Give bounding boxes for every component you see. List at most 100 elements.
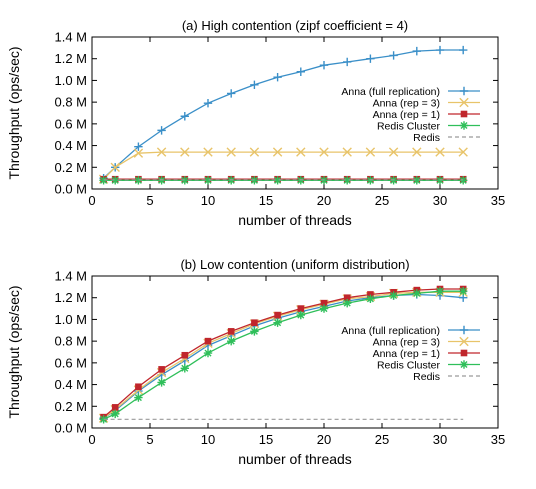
data-point bbox=[273, 176, 282, 185]
data-point bbox=[111, 404, 119, 411]
x-tick-label: 30 bbox=[433, 432, 447, 447]
data-point bbox=[110, 162, 120, 172]
data-point bbox=[412, 289, 421, 298]
series-redis-cluster bbox=[99, 287, 468, 424]
data-point bbox=[250, 80, 259, 89]
x-tick-label: 5 bbox=[146, 193, 153, 208]
x-tick-label: 0 bbox=[88, 193, 95, 208]
data-point bbox=[227, 89, 236, 98]
x-tick-label: 0 bbox=[88, 432, 95, 447]
y-tick-label: 0.6 M bbox=[54, 355, 87, 370]
data-point bbox=[111, 176, 120, 185]
legend-entry: Anna (full replication) bbox=[341, 325, 480, 337]
y-tick-label: 1.2 M bbox=[54, 290, 87, 305]
data-point bbox=[297, 305, 305, 312]
y-tick-label: 1.4 M bbox=[54, 269, 87, 284]
legend-marker bbox=[460, 110, 468, 118]
legend-entry: Redis bbox=[413, 132, 480, 144]
legend-label: Anna (rep = 1) bbox=[373, 348, 440, 360]
x-tick-label: 20 bbox=[317, 432, 331, 447]
legend-entry: Anna (rep = 3) bbox=[373, 98, 480, 110]
x-axis-label: number of threads bbox=[238, 451, 352, 467]
x-tick-label: 30 bbox=[433, 193, 447, 208]
data-point bbox=[157, 126, 166, 135]
data-point bbox=[156, 147, 167, 157]
x-tick-label: 35 bbox=[491, 432, 505, 447]
data-point bbox=[389, 51, 398, 60]
data-point bbox=[365, 147, 376, 157]
x-tick-label: 25 bbox=[375, 193, 389, 208]
data-point bbox=[203, 147, 213, 157]
legend-marker bbox=[459, 325, 469, 335]
legend-label: Anna (rep = 1) bbox=[373, 109, 440, 121]
legend-marker bbox=[459, 336, 469, 347]
legend-entry: Redis Cluster bbox=[377, 121, 480, 133]
series-anna-rep-3 bbox=[98, 147, 468, 184]
y-tick-label: 0.0 M bbox=[54, 182, 87, 197]
data-point bbox=[180, 364, 189, 373]
data-point bbox=[273, 72, 282, 82]
data-point bbox=[203, 176, 213, 185]
legend-marker bbox=[459, 97, 469, 108]
legend-marker bbox=[459, 360, 469, 369]
chart-title: (b) Low contention (uniform distribution… bbox=[180, 257, 409, 272]
legend-label: Anna (rep = 3) bbox=[373, 337, 440, 349]
y-tick-label: 0.4 M bbox=[54, 377, 87, 392]
data-point bbox=[203, 348, 213, 358]
legend-entry: Anna (rep = 3) bbox=[373, 337, 480, 349]
data-point bbox=[343, 298, 352, 308]
data-point bbox=[435, 287, 445, 296]
data-point bbox=[203, 99, 213, 108]
y-tick-label: 0.8 M bbox=[54, 334, 87, 349]
data-point bbox=[204, 337, 212, 345]
data-point bbox=[272, 147, 283, 157]
data-point bbox=[343, 176, 352, 185]
y-tick-label: 0.8 M bbox=[54, 95, 87, 110]
data-point bbox=[158, 366, 165, 373]
legend-marker bbox=[460, 349, 468, 357]
legend-label: Redis Cluster bbox=[377, 121, 441, 133]
legend-label: Redis Cluster bbox=[377, 360, 441, 372]
legend-entry: Anna (full replication) bbox=[341, 86, 480, 98]
y-tick-label: 1.2 M bbox=[54, 51, 87, 66]
data-point bbox=[412, 147, 422, 157]
data-point bbox=[320, 299, 328, 307]
y-tick-label: 1.4 M bbox=[54, 30, 87, 45]
x-tick-label: 15 bbox=[259, 193, 273, 208]
data-point bbox=[227, 328, 235, 335]
data-point bbox=[458, 147, 468, 157]
legend-entry: Anna (rep = 1) bbox=[373, 109, 480, 121]
data-point bbox=[366, 294, 375, 303]
data-point bbox=[319, 304, 329, 313]
y-tick-label: 0.2 M bbox=[54, 160, 87, 175]
y-tick-label: 0.6 M bbox=[54, 116, 87, 131]
data-point bbox=[342, 147, 352, 157]
y-tick-label: 0.2 M bbox=[54, 399, 87, 414]
y-tick-label: 0.0 M bbox=[54, 421, 87, 436]
data-point bbox=[134, 393, 143, 402]
legend-entry: Anna (rep = 1) bbox=[373, 348, 480, 360]
data-point bbox=[135, 383, 142, 391]
data-point bbox=[134, 176, 143, 185]
y-tick-label: 1.0 M bbox=[54, 73, 87, 88]
data-point bbox=[296, 67, 305, 76]
x-tick-label: 15 bbox=[259, 432, 273, 447]
series-anna-rep-1 bbox=[100, 175, 467, 183]
chart-title: (a) High contention (zipf coefficient = … bbox=[182, 18, 408, 33]
legend-entry: Redis bbox=[413, 371, 480, 383]
data-point bbox=[366, 54, 375, 63]
y-tick-label: 0.4 M bbox=[54, 138, 87, 153]
data-point bbox=[251, 319, 258, 326]
data-point bbox=[133, 148, 144, 158]
data-point bbox=[388, 147, 399, 157]
data-point bbox=[412, 176, 421, 185]
data-point bbox=[459, 287, 468, 296]
legend-marker bbox=[459, 121, 469, 130]
legend-label: Anna (rep = 3) bbox=[373, 98, 440, 110]
plot-frame bbox=[91, 36, 499, 190]
x-tick-label: 20 bbox=[317, 193, 331, 208]
legend-label: Redis bbox=[413, 371, 440, 383]
data-point bbox=[180, 176, 189, 185]
data-point bbox=[181, 351, 189, 359]
